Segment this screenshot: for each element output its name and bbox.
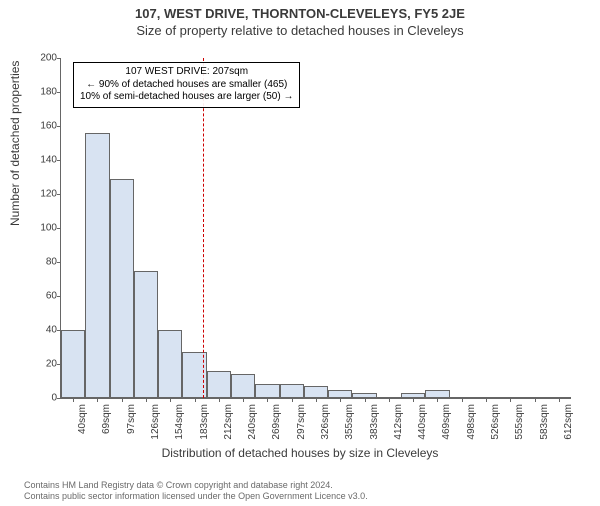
- y-tick-label: 0: [29, 393, 57, 404]
- histogram-bar: [110, 179, 134, 398]
- x-tick-mark: [267, 398, 268, 402]
- histogram-bar: [231, 374, 255, 398]
- x-tick-mark: [195, 398, 196, 402]
- plot-region: 02040608010012014016018020040sqm69sqm97s…: [60, 58, 571, 399]
- y-tick-mark: [57, 330, 61, 331]
- y-tick-mark: [57, 364, 61, 365]
- histogram-bar: [425, 390, 449, 399]
- x-tick-label: 297sqm: [296, 404, 307, 440]
- x-tick-mark: [316, 398, 317, 402]
- x-tick-label: 326sqm: [320, 404, 331, 440]
- x-tick-mark: [559, 398, 560, 402]
- chart-area: 02040608010012014016018020040sqm69sqm97s…: [60, 58, 570, 398]
- x-tick-mark: [389, 398, 390, 402]
- x-tick-label: 97sqm: [126, 404, 137, 434]
- y-tick-mark: [57, 160, 61, 161]
- y-tick-mark: [57, 398, 61, 399]
- x-tick-mark: [146, 398, 147, 402]
- chart-title-main: 107, WEST DRIVE, THORNTON-CLEVELEYS, FY5…: [0, 6, 600, 21]
- histogram-bar: [158, 330, 182, 398]
- x-tick-mark: [486, 398, 487, 402]
- reference-line: [203, 58, 204, 398]
- x-tick-mark: [535, 398, 536, 402]
- annotation-line1: 107 WEST DRIVE: 207sqm: [80, 66, 293, 79]
- x-tick-label: 440sqm: [417, 404, 428, 440]
- histogram-bar: [207, 371, 231, 398]
- x-tick-mark: [365, 398, 366, 402]
- y-tick-mark: [57, 126, 61, 127]
- histogram-bar: [304, 386, 328, 398]
- x-tick-label: 69sqm: [101, 404, 112, 434]
- y-tick-mark: [57, 296, 61, 297]
- y-tick-label: 20: [29, 359, 57, 370]
- y-axis-label: Number of detached properties: [8, 61, 22, 226]
- histogram-bar: [85, 133, 109, 398]
- x-tick-mark: [437, 398, 438, 402]
- footer-line2: Contains public sector information licen…: [24, 491, 368, 502]
- histogram-bar: [134, 271, 158, 399]
- x-tick-mark: [97, 398, 98, 402]
- y-tick-mark: [57, 58, 61, 59]
- x-tick-mark: [170, 398, 171, 402]
- x-tick-label: 555sqm: [514, 404, 525, 440]
- y-tick-label: 60: [29, 291, 57, 302]
- x-tick-label: 355sqm: [344, 404, 355, 440]
- annotation-line3: 10% of semi-detached houses are larger (…: [80, 91, 293, 104]
- x-tick-label: 412sqm: [393, 404, 404, 440]
- y-tick-label: 200: [29, 53, 57, 64]
- x-tick-mark: [73, 398, 74, 402]
- x-tick-mark: [413, 398, 414, 402]
- histogram-bar: [255, 384, 279, 398]
- histogram-bar: [280, 384, 304, 398]
- y-tick-label: 120: [29, 189, 57, 200]
- x-tick-mark: [122, 398, 123, 402]
- x-tick-label: 526sqm: [490, 404, 501, 440]
- x-tick-mark: [243, 398, 244, 402]
- y-tick-label: 180: [29, 87, 57, 98]
- y-tick-mark: [57, 194, 61, 195]
- y-tick-label: 100: [29, 223, 57, 234]
- x-tick-label: 498sqm: [466, 404, 477, 440]
- x-tick-label: 612sqm: [563, 404, 574, 440]
- x-tick-label: 212sqm: [223, 404, 234, 440]
- x-tick-label: 240sqm: [247, 404, 258, 440]
- x-tick-label: 126sqm: [150, 404, 161, 440]
- y-tick-label: 160: [29, 121, 57, 132]
- x-tick-mark: [292, 398, 293, 402]
- x-tick-label: 40sqm: [77, 404, 88, 434]
- y-tick-mark: [57, 228, 61, 229]
- x-tick-label: 183sqm: [199, 404, 210, 440]
- x-tick-mark: [510, 398, 511, 402]
- histogram-bar: [61, 330, 85, 398]
- y-tick-label: 140: [29, 155, 57, 166]
- chart-title-sub: Size of property relative to detached ho…: [0, 23, 600, 38]
- histogram-bar: [328, 390, 352, 399]
- x-tick-label: 269sqm: [271, 404, 282, 440]
- annotation-line2: ← 90% of detached houses are smaller (46…: [80, 79, 293, 92]
- x-tick-label: 154sqm: [174, 404, 185, 440]
- y-tick-mark: [57, 92, 61, 93]
- x-tick-label: 469sqm: [441, 404, 452, 440]
- chart-container: 107, WEST DRIVE, THORNTON-CLEVELEYS, FY5…: [0, 6, 600, 506]
- y-tick-label: 80: [29, 257, 57, 268]
- footer-line1: Contains HM Land Registry data © Crown c…: [24, 480, 368, 491]
- x-tick-mark: [462, 398, 463, 402]
- x-axis-label: Distribution of detached houses by size …: [0, 446, 600, 460]
- x-tick-label: 383sqm: [369, 404, 380, 440]
- y-tick-label: 40: [29, 325, 57, 336]
- annotation-box: 107 WEST DRIVE: 207sqm← 90% of detached …: [73, 62, 300, 108]
- x-tick-mark: [219, 398, 220, 402]
- footer-attribution: Contains HM Land Registry data © Crown c…: [24, 480, 368, 502]
- y-tick-mark: [57, 262, 61, 263]
- x-tick-mark: [340, 398, 341, 402]
- x-tick-label: 583sqm: [539, 404, 550, 440]
